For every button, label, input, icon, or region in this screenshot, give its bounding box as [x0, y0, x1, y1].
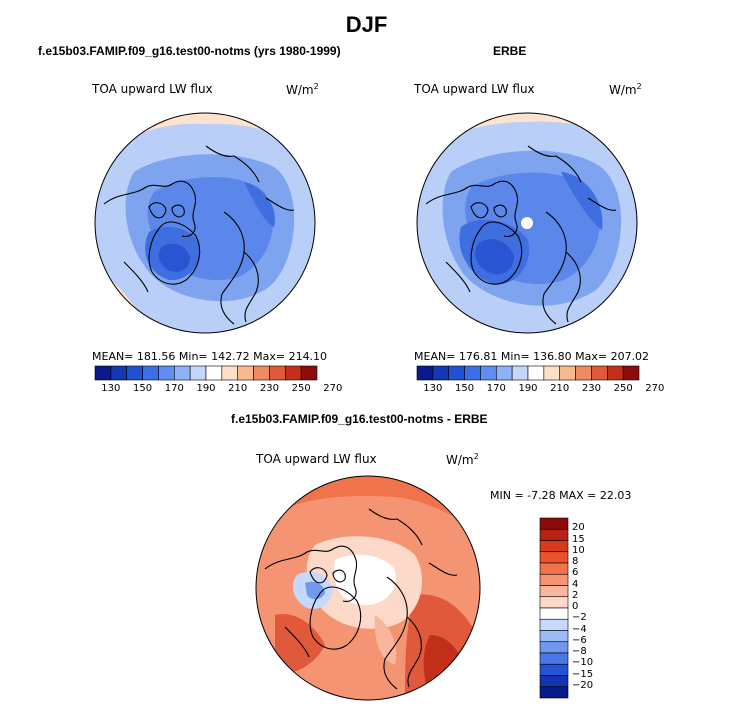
- colorbar-swatch: [527, 365, 545, 381]
- colorbar-swatch: [539, 528, 569, 541]
- colorbar-tick-label: 150: [455, 383, 475, 394]
- colorbar-tick-label: −15: [572, 668, 594, 680]
- colorbar-swatch: [539, 618, 569, 631]
- colorbar-tick-label: 170: [486, 383, 506, 394]
- colorbar-swatch: [539, 562, 569, 575]
- colorbar-tick-label: 15: [572, 533, 585, 545]
- colorbar-tick-label: 10: [572, 544, 585, 556]
- colorbar-swatch: [495, 365, 513, 381]
- panel2-colorbar: [416, 365, 640, 381]
- colorbar-tick-label: −8: [572, 646, 587, 657]
- colorbar-tick-label: −4: [572, 623, 587, 635]
- panel3-subtitle: f.e15b03.FAMIP.f09_g16.test00-notms - ER…: [231, 412, 488, 426]
- colorbar-tick-label: 210: [550, 383, 570, 394]
- panel1-colorbar: [94, 365, 318, 381]
- colorbar-swatch: [126, 365, 143, 381]
- panel3-polar-map: [255, 475, 481, 701]
- colorbar-swatch: [543, 365, 561, 381]
- panel2-units: W/m2: [609, 82, 642, 97]
- panel1-units: W/m2: [286, 82, 319, 97]
- colorbar-swatch: [432, 365, 450, 381]
- colorbar-swatch: [539, 540, 569, 553]
- colorbar-tick-label: 4: [572, 578, 579, 590]
- colorbar-tick-label: 130: [101, 383, 121, 394]
- colorbar-tick-label: 20: [572, 522, 585, 534]
- colorbar-tick-label: 0: [572, 601, 579, 612]
- colorbar-swatch: [539, 641, 569, 654]
- colorbar-tick-label: −10: [572, 657, 594, 669]
- colorbar-tick-label: 250: [291, 383, 311, 394]
- colorbar-swatch: [110, 365, 128, 381]
- colorbar-tick-label: −6: [572, 634, 587, 646]
- panel2-field-label: TOA upward LW flux: [414, 82, 535, 96]
- colorbar-tick-label: 190: [518, 383, 538, 394]
- figure-title: DJF: [345, 12, 388, 37]
- panel3-field-label: TOA upward LW flux: [256, 452, 377, 466]
- colorbar-swatch: [253, 365, 270, 381]
- colorbar-tick-label: 230: [259, 383, 279, 394]
- colorbar-tick-label: 250: [613, 383, 633, 394]
- colorbar-swatch: [539, 652, 569, 665]
- colorbar-swatch: [559, 365, 576, 381]
- colorbar-swatch: [511, 365, 529, 381]
- colorbar-tick-label: 150: [133, 383, 153, 394]
- colorbar-swatch: [539, 573, 569, 586]
- panel1-polar-map: [94, 112, 316, 334]
- colorbar-tick-label: 230: [581, 383, 601, 394]
- colorbar-swatch: [448, 365, 465, 381]
- colorbar-swatch: [539, 675, 569, 688]
- colorbar-swatch: [539, 585, 569, 598]
- panel3-units: W/m2: [446, 452, 479, 467]
- colorbar-swatch: [539, 596, 569, 609]
- colorbar-swatch: [205, 365, 223, 381]
- colorbar-swatch: [575, 365, 592, 381]
- colorbar-swatch: [237, 365, 254, 381]
- colorbar-swatch: [539, 630, 569, 643]
- colorbar-swatch: [94, 365, 112, 381]
- colorbar-swatch: [539, 663, 569, 676]
- colorbar-tick-label: 130: [423, 383, 443, 394]
- colorbar-tick-label: 6: [572, 567, 579, 579]
- colorbar-swatch: [591, 365, 608, 381]
- colorbar-swatch: [189, 365, 207, 381]
- colorbar-tick-label: 210: [228, 383, 248, 394]
- colorbar-swatch: [480, 365, 497, 381]
- colorbar-tick-label: 190: [196, 383, 216, 394]
- colorbar-swatch: [539, 517, 569, 530]
- colorbar-swatch: [539, 607, 569, 620]
- colorbar-swatch: [606, 365, 624, 381]
- colorbar-tick-label: 8: [572, 556, 579, 567]
- colorbar-swatch: [416, 365, 434, 381]
- panel2-stats: MEAN= 176.81 Min= 136.80 Max= 207.02: [414, 350, 650, 363]
- colorbar-swatch: [221, 365, 239, 381]
- panel3-stats: MIN = -7.28 MAX = 22.03: [490, 489, 632, 502]
- colorbar-swatch: [142, 365, 159, 381]
- colorbar-swatch: [539, 551, 569, 564]
- colorbar-tick-label: −2: [572, 612, 587, 624]
- panel1-subtitle: f.e15b03.FAMIP.f09_g16.test00-notms (yrs…: [38, 44, 341, 58]
- colorbar-swatch: [539, 686, 569, 699]
- panel2-subtitle: ERBE: [493, 44, 527, 58]
- panel3-colorbar: [539, 517, 569, 699]
- colorbar-swatch: [300, 365, 318, 381]
- colorbar-tick-label: 270: [323, 383, 343, 394]
- colorbar-swatch: [269, 365, 286, 381]
- colorbar-swatch: [158, 365, 175, 381]
- colorbar-tick-label: −20: [572, 679, 594, 691]
- colorbar-swatch: [284, 365, 302, 381]
- colorbar-swatch: [173, 365, 191, 381]
- panel1-stats: MEAN= 181.56 Min= 142.72 Max= 214.10: [92, 350, 328, 363]
- panel2-polar-map: [416, 112, 638, 334]
- colorbar-tick-label: 170: [164, 383, 184, 394]
- colorbar-swatch: [622, 365, 640, 381]
- colorbar-swatch: [464, 365, 481, 381]
- colorbar-tick-label: 270: [645, 383, 665, 394]
- panel1-field-label: TOA upward LW flux: [92, 82, 213, 96]
- colorbar-tick-label: 2: [572, 589, 579, 601]
